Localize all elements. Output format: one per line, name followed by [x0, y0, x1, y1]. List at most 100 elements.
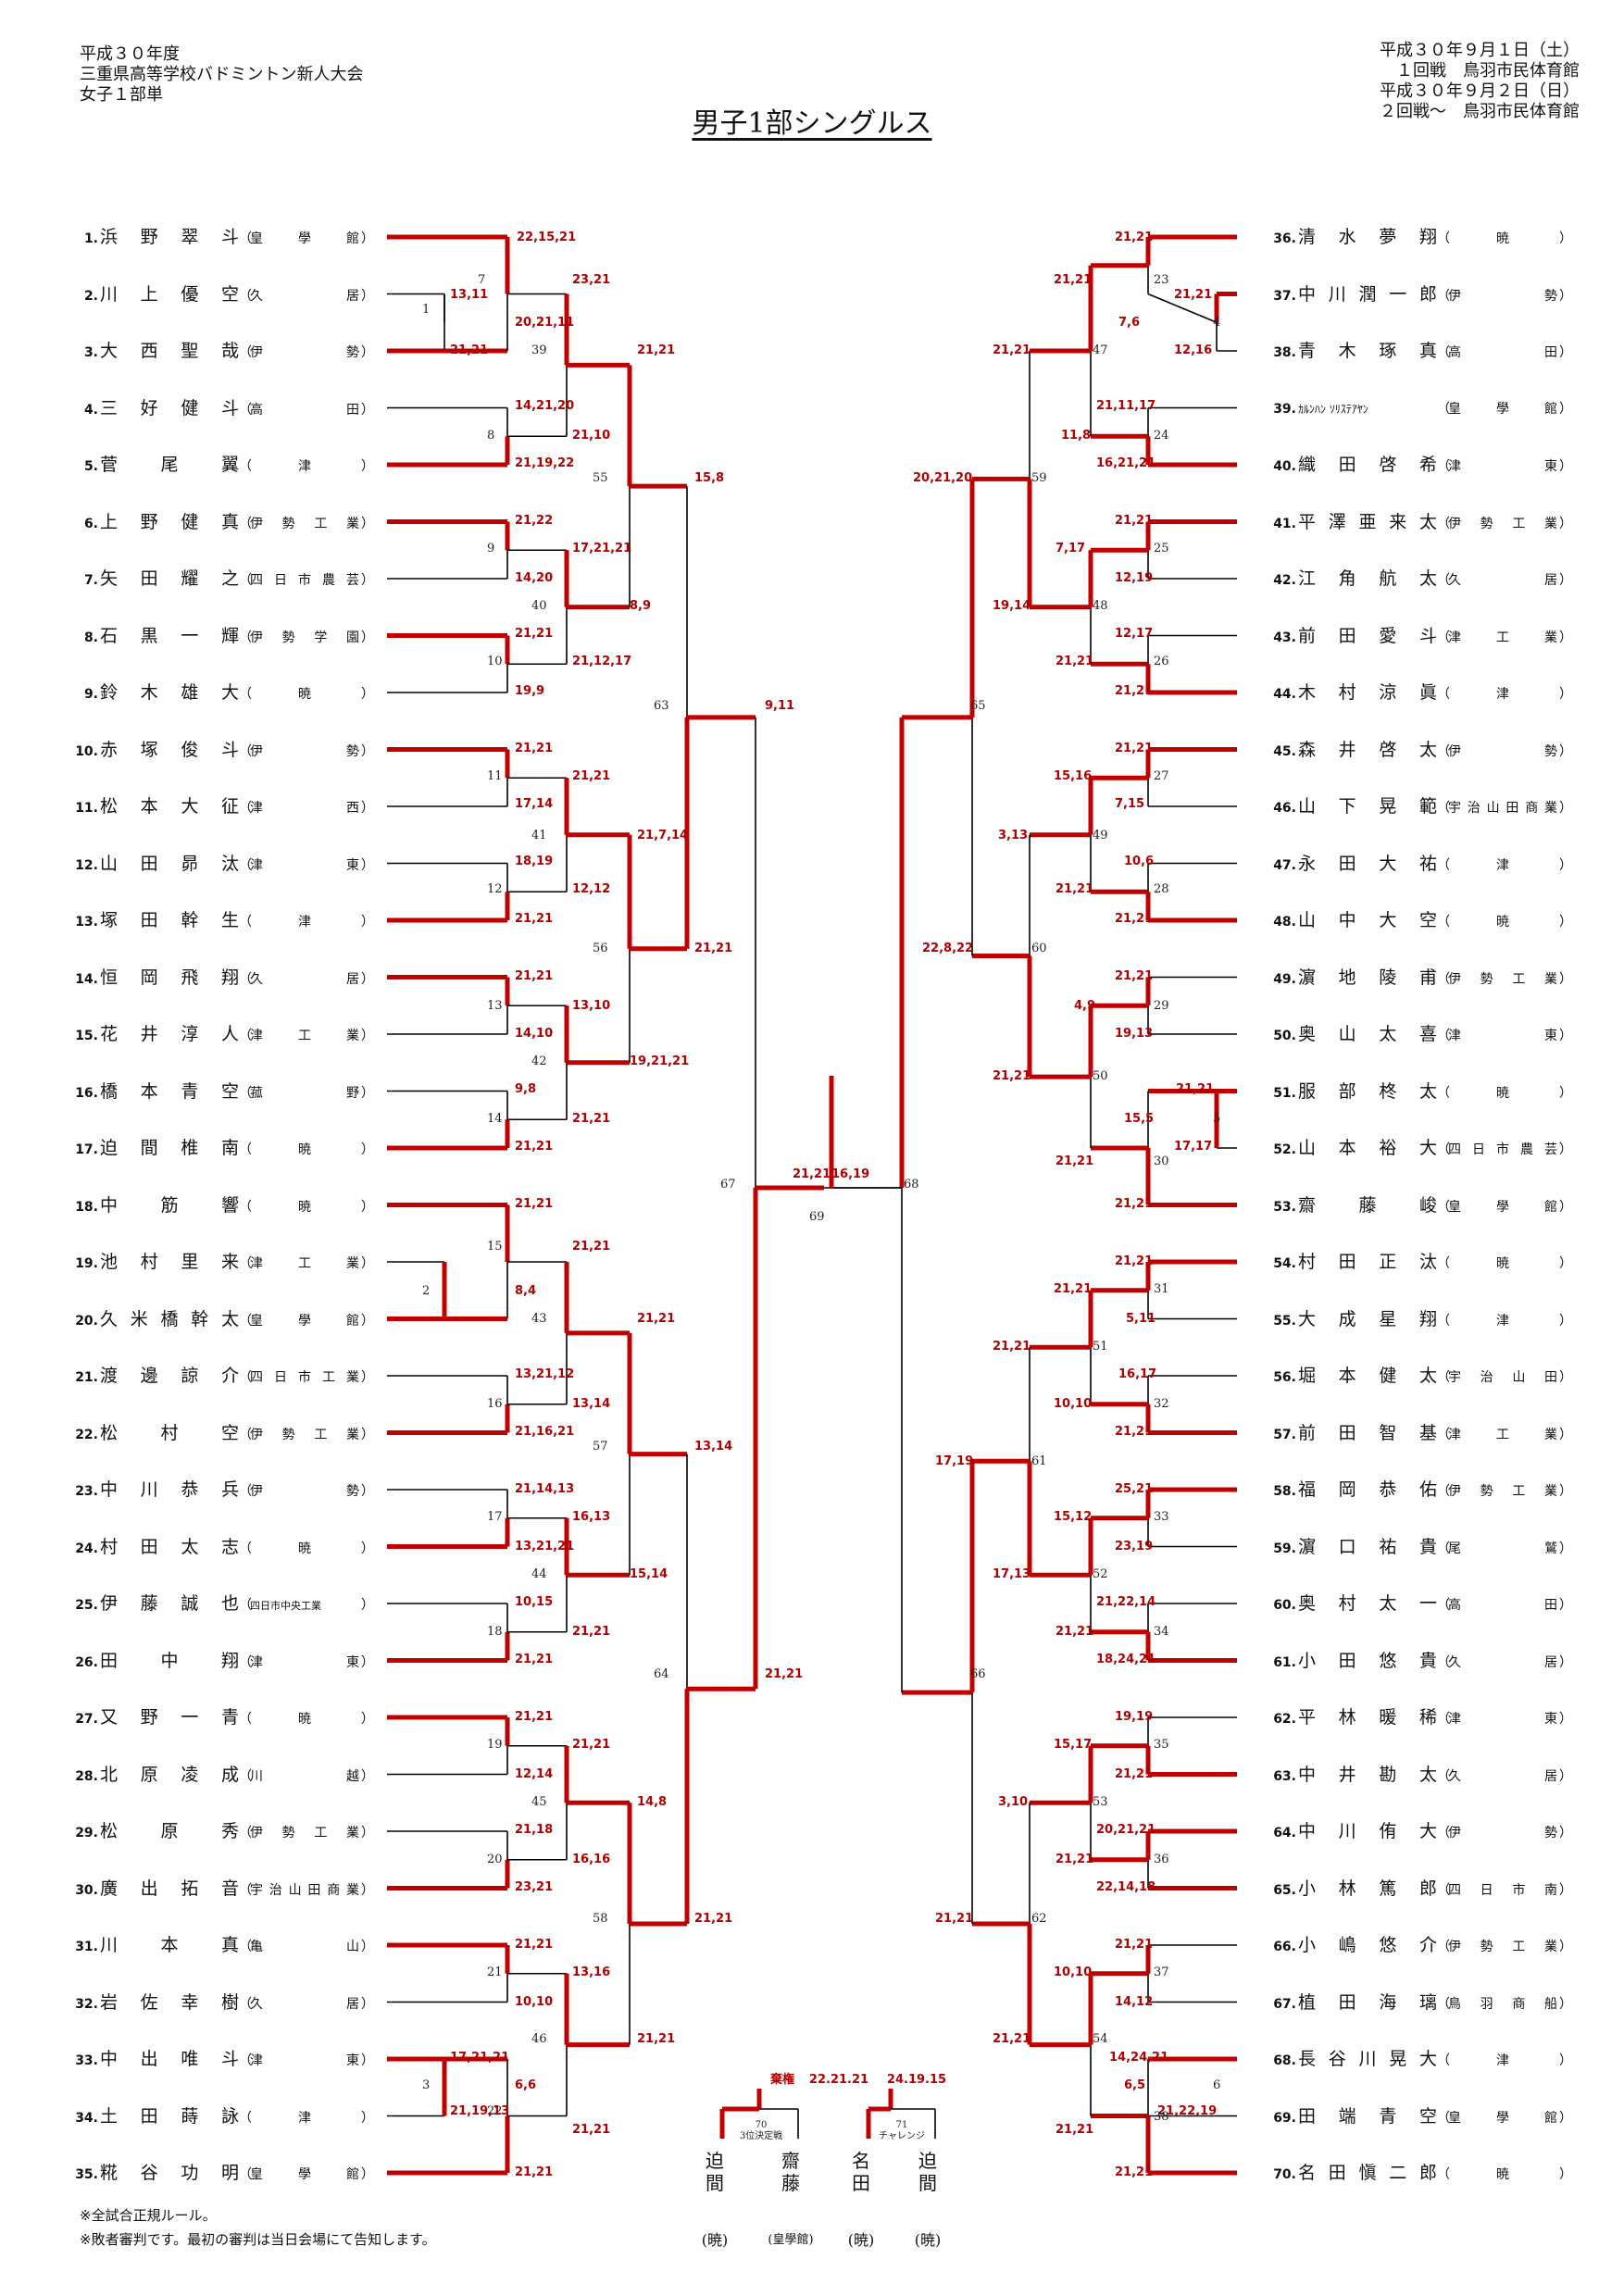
player-seed: 23. [75, 1484, 98, 1499]
player-row: 31. 川本真（亀山） [46, 1934, 378, 1956]
player-seed: 35. [75, 2167, 98, 2182]
school-name: 津東 [1448, 459, 1559, 474]
paren-close: ） [1559, 288, 1572, 304]
paren-open: （ [239, 687, 252, 702]
player-name: 迫間椎南 [100, 1138, 239, 1158]
school-name: 津 [1496, 1313, 1511, 1329]
school-name: 伊勢工業 [250, 516, 361, 531]
paren-open: （ [1437, 2053, 1450, 2068]
match-number: 59 [1031, 471, 1047, 485]
match-number: 47 [1093, 343, 1108, 357]
player-seed: 16. [75, 1085, 98, 1101]
paren-close: ） [361, 1768, 374, 1784]
school-name: 皇學館 [1448, 1199, 1559, 1215]
player-school: （伊勢） [1437, 1822, 1572, 1844]
school-name: 津東 [1448, 1712, 1559, 1727]
school-name: 四日市農芸 [1448, 1142, 1559, 1157]
player-name: 田中翔 [100, 1650, 239, 1671]
player-school: （ 暁 ） [239, 1139, 374, 1161]
paren-open: （ [1437, 1882, 1450, 1898]
paren-open: （ [239, 2053, 252, 2068]
player-school: （亀山） [239, 1936, 374, 1958]
school-name: 津 [298, 915, 313, 930]
paren-close: ） [1559, 1996, 1572, 2012]
match-number: 6 [1213, 2078, 1220, 2092]
match-score: 14,21,20 [515, 399, 574, 413]
player-seed: 37. [1273, 288, 1296, 304]
player-name: 前田智基 [1298, 1422, 1437, 1443]
school-name: 久居 [1448, 1768, 1559, 1784]
paren-open: （ [239, 1940, 252, 1954]
school-name: 川越 [250, 1768, 361, 1784]
player-school: （伊勢工業） [239, 513, 374, 535]
paren-open: （ [239, 1712, 252, 1727]
player-row: 8. 石黒一輝（伊勢学園） [46, 625, 378, 647]
match-number: 44 [531, 1567, 547, 1581]
match-number: 19 [487, 1738, 503, 1752]
player-school: （伊勢） [1437, 285, 1572, 307]
match-number: 11 [487, 769, 503, 783]
player-school: （久居） [239, 285, 374, 307]
player-school: （皇學館） [1437, 1196, 1572, 1218]
player-seed: 39. [1273, 401, 1296, 417]
paren-open: （ [1437, 630, 1450, 645]
match-score: 14,8 [637, 1795, 667, 1809]
paren-close: ） [361, 743, 374, 759]
player-seed: 27. [75, 1712, 98, 1727]
player-school: （高田） [1437, 342, 1572, 364]
paren-open: （ [239, 1484, 252, 1499]
paren-open: （ [239, 743, 252, 759]
paren-open: （ [239, 516, 252, 531]
player-row: 16. 橋本青空（菰野） [46, 1080, 378, 1103]
player-school: （伊勢工業） [1437, 1936, 1572, 1958]
player-school: （四日市南） [1437, 1879, 1572, 1902]
paren-open: （ [239, 1085, 252, 1101]
match-score: 21,21 [637, 343, 675, 357]
match-score: 13,16 [572, 1965, 610, 1979]
school-name: 伊勢 [250, 743, 361, 759]
match-score: 21,21 [572, 1240, 610, 1254]
match-score: 21,21 [1115, 1767, 1153, 1781]
paren-open: （ [239, 573, 252, 588]
school-name: 暁 [1496, 1256, 1511, 1271]
school-name: 久居 [250, 971, 361, 987]
match-score: 21,21 [993, 343, 1031, 357]
player-school: （津東） [1437, 1025, 1572, 1047]
match-score: 12,14 [515, 1767, 553, 1781]
player-name: 前田愛斗 [1298, 625, 1437, 646]
match-score: 11,8 [1061, 429, 1091, 443]
player-seed: 21. [75, 1370, 98, 1385]
paren-open: （ [239, 1826, 252, 1841]
school-name: 菰野 [250, 1085, 361, 1101]
match-number: 62 [1031, 1912, 1047, 1926]
match-number: 34 [1154, 1625, 1169, 1639]
match-number: 21 [487, 1965, 503, 1979]
match-score: 21,21 [515, 912, 553, 926]
player-school: （ 津 ） [239, 455, 374, 478]
player-row: 15. 花井淳人（津工業） [46, 1023, 378, 1045]
player-seed: 41. [1273, 516, 1296, 531]
player-row: 32. 岩佐幸樹（久居） [46, 1991, 378, 2014]
paren-close: ） [1559, 459, 1572, 474]
player-name: 森井啓太 [1298, 739, 1437, 760]
match-score: 21,21 [515, 969, 553, 983]
school-name: 津東 [250, 857, 361, 873]
player-school: （伊勢工業） [239, 1822, 374, 1844]
paren-open: （ [1437, 1199, 1450, 1215]
match-score: 21,21 [1056, 1625, 1093, 1639]
paren-open: （ [239, 2167, 252, 2182]
player-seed: 69. [1273, 2110, 1296, 2126]
player-school: （津工業） [1437, 1424, 1572, 1446]
paren-close: ） [1559, 1199, 1572, 1215]
match-score: 15,12 [1054, 1510, 1092, 1524]
player-school: （皇學館） [239, 2164, 374, 2186]
match-number: 54 [1093, 2032, 1108, 2046]
player-school: （伊勢工業） [1437, 968, 1572, 991]
match-score: 21,12,17 [572, 655, 631, 668]
paren-close: ） [361, 687, 374, 702]
player-name: 赤塚俊斗 [100, 739, 239, 760]
player-row: 70. 名田愼二郎（ 暁 ） [1244, 2162, 1587, 2184]
player-row: 26. 田中翔（津東） [46, 1650, 378, 1672]
match-score: 21,10 [572, 429, 610, 443]
player-name: 伊藤誠也 [100, 1593, 239, 1614]
